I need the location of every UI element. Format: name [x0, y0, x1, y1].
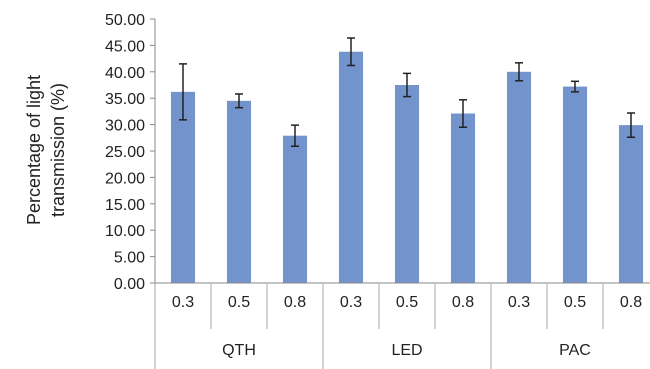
y-tick-label: 35.00	[105, 91, 145, 108]
y-tick-label: 45.00	[105, 38, 145, 55]
x-tick-label: 0.8	[284, 294, 306, 311]
bar	[338, 51, 364, 284]
bar	[170, 91, 196, 283]
y-tick-label: 40.00	[105, 65, 145, 82]
bar	[506, 71, 532, 283]
y-tick-label: 20.00	[105, 170, 145, 187]
y-tick-label: 50.00	[105, 12, 145, 29]
x-tick-label: 0.5	[228, 294, 250, 311]
y-tick-label: 30.00	[105, 118, 145, 135]
bar	[226, 100, 252, 283]
bar	[394, 85, 420, 283]
y-tick-label: 25.00	[105, 144, 145, 161]
bar	[562, 86, 588, 283]
y-axis-title-line-2: transmission (%)	[48, 83, 68, 217]
y-tick-label: 10.00	[105, 223, 145, 240]
bar	[450, 113, 476, 284]
y-axis-title-line-1: Percentage of light	[24, 75, 44, 225]
x-group-label: QTH	[222, 342, 256, 359]
x-tick-label: 0.8	[452, 294, 474, 311]
bar	[282, 135, 308, 283]
x-tick-label: 0.3	[508, 294, 530, 311]
x-tick-label: 0.3	[172, 294, 194, 311]
x-tick-label: 0.3	[340, 294, 362, 311]
y-tick-label: 0.00	[114, 276, 145, 293]
x-axis: 0.3 0.5 0.8 0.3 0.5 0.8 0.3 0.5 0.8 QTH LED PAC	[154, 282, 650, 369]
bar	[618, 125, 644, 284]
y-tick-label: 15.00	[105, 197, 145, 214]
y-axis: 0.00 5.00 10.00 15.00 20.00 25.00 30.00 35.00 40…	[105, 12, 156, 293]
bars	[170, 37, 644, 284]
x-group-label: PAC	[559, 342, 591, 359]
x-tick-label: 0.8	[620, 294, 642, 311]
x-tick-label: 0.5	[396, 294, 418, 311]
y-axis-title: Percentage of light transmission (%)	[24, 75, 68, 225]
x-tick-label: 0.5	[564, 294, 586, 311]
x-group-label: LED	[391, 342, 422, 359]
y-tick-label: 5.00	[114, 250, 145, 267]
